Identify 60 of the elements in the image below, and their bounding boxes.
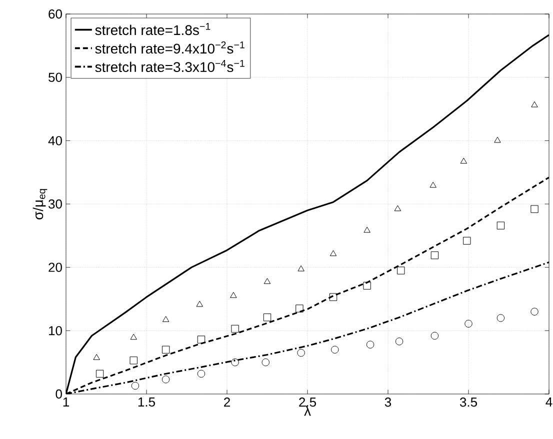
point <box>494 136 501 143</box>
point <box>197 336 206 344</box>
point <box>130 356 138 364</box>
point <box>366 340 374 348</box>
x-tick-label: 3 <box>384 398 392 407</box>
point <box>298 265 304 272</box>
point <box>496 314 505 322</box>
y-tick-label: 60 <box>48 9 62 19</box>
x-tick-label: 1 <box>63 398 69 406</box>
point <box>231 358 239 366</box>
y-tick-label: 50 <box>48 72 62 82</box>
x-tick-label: 1.5 <box>138 398 155 407</box>
x-axis-title: λ <box>304 406 311 416</box>
point <box>96 370 104 378</box>
point <box>196 300 203 307</box>
x-tick-label: 3.5 <box>460 398 477 407</box>
x-tick-label: 2 <box>224 398 230 407</box>
point <box>364 226 370 233</box>
point <box>93 354 100 360</box>
point <box>430 182 436 188</box>
x-tick-label: 2.5 <box>299 398 316 407</box>
point <box>162 346 170 354</box>
y-tick-label: 0 <box>56 389 62 399</box>
point <box>464 320 472 328</box>
point <box>329 293 338 301</box>
legend-label: stretch rate=1.8s$^{−1}$ <box>95 23 210 36</box>
point <box>230 292 237 298</box>
point <box>460 158 468 164</box>
point <box>463 236 471 245</box>
point <box>330 250 337 256</box>
point <box>496 222 505 230</box>
point <box>162 376 170 384</box>
point <box>197 370 206 378</box>
point <box>531 101 538 108</box>
y-axis-title: σ/μ$_{eq}$ <box>32 189 48 220</box>
y-tick-label: 40 <box>48 136 62 146</box>
point <box>395 338 404 346</box>
point <box>430 332 439 340</box>
point <box>363 282 371 290</box>
point <box>530 205 538 213</box>
x-tick-label: 4 <box>546 398 552 406</box>
point <box>162 316 170 322</box>
point <box>331 346 339 354</box>
y-tick-label: 30 <box>48 199 62 209</box>
point <box>297 348 305 357</box>
point <box>130 334 137 340</box>
legend-label: stretch rate=9.4x10$^{−2}$s$^{−1}$ <box>95 41 244 54</box>
point <box>262 358 270 366</box>
point <box>296 304 304 312</box>
y-tick-label: 20 <box>48 262 62 272</box>
point <box>530 308 538 316</box>
point <box>430 251 439 260</box>
point <box>264 278 271 284</box>
point <box>231 324 239 333</box>
point <box>131 382 140 390</box>
point <box>394 205 402 212</box>
point <box>397 266 405 274</box>
legend-label: stretch rate=3.3x10$^{−4}$s$^{−1}$ <box>95 60 244 72</box>
point <box>263 314 272 322</box>
y-tick-label: 10 <box>49 326 62 336</box>
